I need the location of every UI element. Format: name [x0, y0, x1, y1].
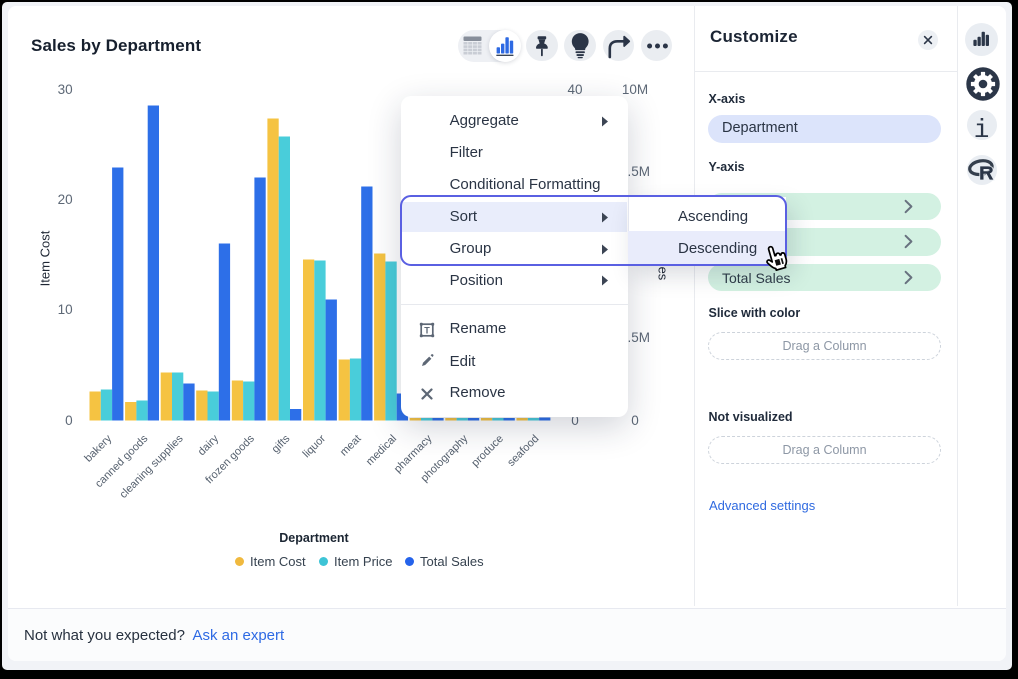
- svg-text:T: T: [424, 325, 430, 335]
